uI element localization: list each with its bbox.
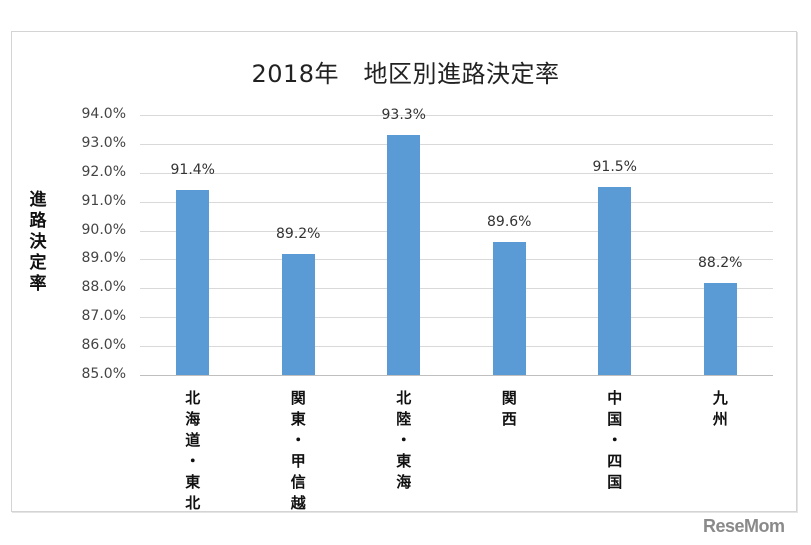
y-tick-label: 94.0% [81,106,126,122]
gridline [140,375,773,376]
gridline [140,288,773,289]
chart-title: 2018年 地区別進路決定率 [251,60,560,88]
y-tick-label: 93.0% [81,135,126,151]
gridline [140,173,773,174]
gridline [140,259,773,260]
bar [492,242,526,375]
y-tick-label: 86.0% [81,337,126,353]
bar [703,282,737,375]
gridline [140,231,773,232]
data-label: 89.6% [487,214,532,231]
gridline [140,346,773,347]
bar [387,135,421,375]
gridline [140,115,773,116]
x-category-label: 北海道・東北 [185,389,201,512]
x-category-label: 関東・甲信越 [290,389,306,512]
x-category-label: 関西 [501,389,517,428]
gridline [140,317,773,318]
bar [176,190,210,375]
data-label: 93.3% [381,107,426,124]
y-tick-label: 91.0% [81,193,126,209]
resemom-logo: ReseMom [703,516,785,536]
data-label: 88.2% [698,254,743,271]
y-tick-label: 87.0% [81,308,126,324]
bar [281,253,315,375]
gridline [140,144,773,145]
gridline [140,202,773,203]
y-tick-label: 90.0% [81,222,126,238]
x-category-label: 九州 [712,389,728,428]
data-label: 91.4% [170,162,215,179]
bar [598,187,632,375]
y-axis-label: 進路決定率 [29,190,47,294]
x-category-label: 北陸・東海 [396,389,412,491]
data-label: 89.2% [276,225,321,242]
y-tick-label: 88.0% [81,279,126,295]
y-tick-label: 85.0% [81,366,126,382]
y-tick-label: 89.0% [81,250,126,266]
data-label: 91.5% [592,159,637,176]
x-category-label: 中国・四国 [607,389,623,491]
y-tick-label: 92.0% [81,164,126,180]
